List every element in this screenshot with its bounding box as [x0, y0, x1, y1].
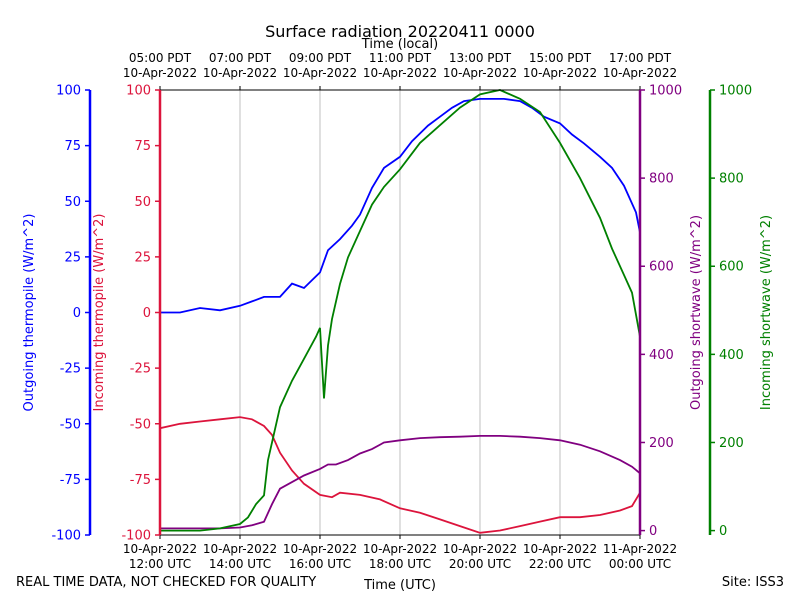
- bottom-tick-date: 11-Apr-2022: [603, 542, 677, 556]
- tick-label-outgoing_thermopile: 50: [64, 195, 81, 210]
- top-tick-time: 15:00 PDT: [529, 51, 592, 65]
- tick-label-incoming_shortwave: 1000: [719, 84, 752, 99]
- series-outgoing-thermopile: [160, 98, 640, 314]
- top-tick-date: 10-Apr-2022: [203, 66, 277, 80]
- top-tick-time: 17:00 PDT: [609, 51, 672, 65]
- tick-label-outgoing_shortwave: 400: [649, 348, 674, 363]
- tick-label-incoming_thermopile: 75: [134, 139, 151, 154]
- bottom-tick-time: 16:00 UTC: [289, 557, 351, 571]
- tick-label-outgoing_shortwave: 1000: [649, 84, 682, 99]
- quality-warning: REAL TIME DATA, NOT CHECKED FOR QUALITY: [16, 575, 317, 590]
- tick-label-incoming_thermopile: -100: [121, 529, 151, 544]
- top-tick-time: 11:00 PDT: [369, 51, 432, 65]
- axis-label-incoming_thermopile: Incoming thermopile (W/m^2): [92, 214, 107, 412]
- tick-label-incoming_shortwave: 600: [719, 260, 744, 275]
- series-incoming-thermopile: [160, 416, 640, 534]
- top-tick-time: 09:00 PDT: [289, 51, 352, 65]
- bottom-tick-date: 10-Apr-2022: [283, 542, 357, 556]
- series-outgoing-shortwave: [160, 435, 640, 530]
- top-tick-time: 07:00 PDT: [209, 51, 272, 65]
- bottom-tick-time: 14:00 UTC: [209, 557, 271, 571]
- bottom-tick-time: 22:00 UTC: [529, 557, 591, 571]
- top-tick-date: 10-Apr-2022: [443, 66, 517, 80]
- bottom-tick-time: 12:00 UTC: [129, 557, 191, 571]
- top-tick-date: 10-Apr-2022: [363, 66, 437, 80]
- tick-label-incoming_shortwave: 200: [719, 436, 744, 451]
- tick-label-incoming_thermopile: 50: [134, 195, 151, 210]
- bottom-tick-date: 10-Apr-2022: [123, 542, 197, 556]
- bottom-tick-time: 00:00 UTC: [609, 557, 671, 571]
- tick-label-outgoing_thermopile: 25: [64, 250, 81, 265]
- tick-label-incoming_shortwave: 800: [719, 172, 744, 187]
- tick-label-outgoing_thermopile: 100: [56, 84, 81, 99]
- tick-label-outgoing_shortwave: 800: [649, 172, 674, 187]
- tick-label-incoming_thermopile: -50: [130, 417, 151, 432]
- bottom-tick-time: 20:00 UTC: [449, 557, 511, 571]
- bottom-tick-date: 10-Apr-2022: [363, 542, 437, 556]
- top-tick-date: 10-Apr-2022: [123, 66, 197, 80]
- axis-label-outgoing_shortwave: Outgoing shortwave (W/m^2): [689, 215, 704, 410]
- axis-label-incoming_shortwave: Incoming shortwave (W/m^2): [759, 215, 774, 410]
- tick-label-incoming_thermopile: 0: [143, 306, 151, 321]
- tick-label-incoming_thermopile: -25: [130, 362, 151, 377]
- bottom-tick-date: 10-Apr-2022: [523, 542, 597, 556]
- tick-label-outgoing_shortwave: 200: [649, 436, 674, 451]
- tick-label-incoming_shortwave: 400: [719, 348, 744, 363]
- grid-lines: [239, 90, 561, 535]
- tick-label-outgoing_thermopile: -100: [51, 529, 81, 544]
- tick-label-outgoing_thermopile: 75: [64, 139, 81, 154]
- tick-label-outgoing_thermopile: -25: [60, 362, 81, 377]
- tick-label-incoming_shortwave: 0: [719, 524, 727, 539]
- axis-label-outgoing_thermopile: Outgoing thermopile (W/m^2): [22, 214, 37, 412]
- bottom-tick-time: 18:00 UTC: [369, 557, 431, 571]
- series-incoming-shortwave: [160, 89, 640, 532]
- bottom-tick-date: 10-Apr-2022: [443, 542, 517, 556]
- top-tick-date: 10-Apr-2022: [523, 66, 597, 80]
- tick-label-incoming_thermopile: 25: [134, 250, 151, 265]
- series-layer: [160, 89, 640, 534]
- tick-label-incoming_thermopile: 100: [126, 84, 151, 99]
- tick-label-outgoing_thermopile: -75: [60, 473, 81, 488]
- x-axis-label: Time (UTC): [363, 578, 436, 593]
- bottom-tick-date: 10-Apr-2022: [203, 542, 277, 556]
- top-tick-time: 05:00 PDT: [129, 51, 192, 65]
- chart-title: Surface radiation 20220411 0000: [265, 22, 535, 41]
- top-tick-date: 10-Apr-2022: [603, 66, 677, 80]
- top-axis-label: Time (local): [361, 37, 438, 52]
- top-tick-time: 13:00 PDT: [449, 51, 512, 65]
- site-label: Site: ISS3: [721, 575, 784, 590]
- tick-label-outgoing_thermopile: -50: [60, 417, 81, 432]
- tick-label-incoming_thermopile: -75: [130, 473, 151, 488]
- top-tick-date: 10-Apr-2022: [283, 66, 357, 80]
- tick-label-outgoing_thermopile: 0: [73, 306, 81, 321]
- tick-label-outgoing_shortwave: 0: [649, 524, 657, 539]
- tick-label-outgoing_shortwave: 600: [649, 260, 674, 275]
